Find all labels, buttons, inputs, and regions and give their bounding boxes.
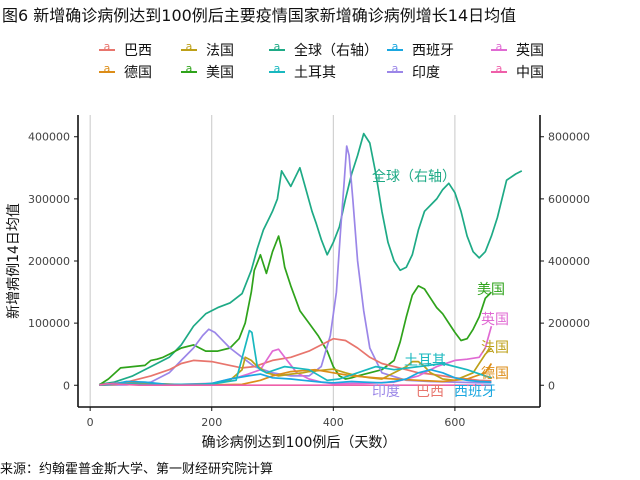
legend-key-icon: a <box>488 40 510 57</box>
y2-tick-label: 600000 <box>548 193 590 206</box>
legend-item-法国: a 法国 <box>178 40 234 60</box>
legend-key-icon: a <box>384 62 406 79</box>
y2-tick-label: 200000 <box>548 317 590 330</box>
legend-label: 土耳其 <box>294 65 336 81</box>
legend-item-西班牙: a 西班牙 <box>384 40 454 60</box>
y-tick-label: 300000 <box>28 193 70 206</box>
legend-label: 英国 <box>516 43 544 59</box>
series-label-西班牙: 西班牙 <box>454 384 496 400</box>
series-label-巴西: 巴西 <box>416 384 444 400</box>
x-tick-label: 400 <box>323 416 344 429</box>
legend-item-土耳其: a 土耳其 <box>266 62 336 82</box>
legend-key-icon: a <box>178 62 200 79</box>
legend-key-icon: a <box>266 62 288 79</box>
legend-item-德国: a 德国 <box>96 62 152 82</box>
series-label-德国: 德国 <box>481 366 509 382</box>
legend-label: 巴西 <box>124 43 152 59</box>
x-tick-label: 0 <box>87 416 94 429</box>
x-axis-title: 确诊病例达到100例后（天数） <box>202 435 397 451</box>
legend-label: 德国 <box>124 65 152 81</box>
legend-item-印度: a 印度 <box>384 62 440 82</box>
legend-label: 西班牙 <box>412 43 454 59</box>
legend-key-icon: a <box>96 40 118 57</box>
series-line-全球（右轴） <box>99 132 523 386</box>
chart-title: 图6 新增确诊病例达到100例后主要疫情国家新增确诊病例增长14日均值 <box>2 6 517 25</box>
y-tick-label: 0 <box>63 379 70 392</box>
legend-key-icon: a <box>96 62 118 79</box>
y2-tick-label: 0 <box>548 379 555 392</box>
series-label-美国: 美国 <box>477 282 505 298</box>
legend-key-icon: a <box>266 40 288 57</box>
series-label-土耳其: 土耳其 <box>404 353 446 369</box>
legend-item-全球（右轴）: a 全球（右轴） <box>266 40 378 60</box>
y-tick-label: 400000 <box>28 131 70 144</box>
legend-label: 全球（右轴） <box>294 43 378 59</box>
y-tick-label: 200000 <box>28 255 70 268</box>
legend-key-icon: a <box>488 62 510 79</box>
legend-label: 法国 <box>206 43 234 59</box>
y-axis-title: 新增病例14日均值 <box>6 203 22 319</box>
legend-key-icon: a <box>384 40 406 57</box>
series-label-法国: 法国 <box>481 340 509 356</box>
x-tick-label: 600 <box>444 416 465 429</box>
legend-key-icon: a <box>178 40 200 57</box>
legend-label: 中国 <box>516 65 544 81</box>
series-line-中国 <box>99 382 492 387</box>
y2-tick-label: 400000 <box>548 255 590 268</box>
series-line-美国 <box>98 235 493 386</box>
series-label-全球（右轴）: 全球（右轴） <box>372 168 456 185</box>
series-line-印度 <box>99 145 492 387</box>
legend-label: 印度 <box>412 65 440 81</box>
legend-item-美国: a 美国 <box>178 62 234 82</box>
series-label-英国: 英国 <box>481 311 509 328</box>
x-tick-label: 200 <box>201 416 222 429</box>
legend-label: 美国 <box>206 65 234 81</box>
series-label-印度: 印度 <box>372 384 400 400</box>
y-tick-label: 100000 <box>28 317 70 330</box>
legend-item-巴西: a 巴西 <box>96 40 152 60</box>
source-note: 来源：约翰霍普金斯大学、第一财经研究院计算 <box>0 462 274 477</box>
legend-item-中国: a 中国 <box>488 62 544 82</box>
y2-tick-label: 800000 <box>548 131 590 144</box>
legend-item-英国: a 英国 <box>488 40 544 60</box>
